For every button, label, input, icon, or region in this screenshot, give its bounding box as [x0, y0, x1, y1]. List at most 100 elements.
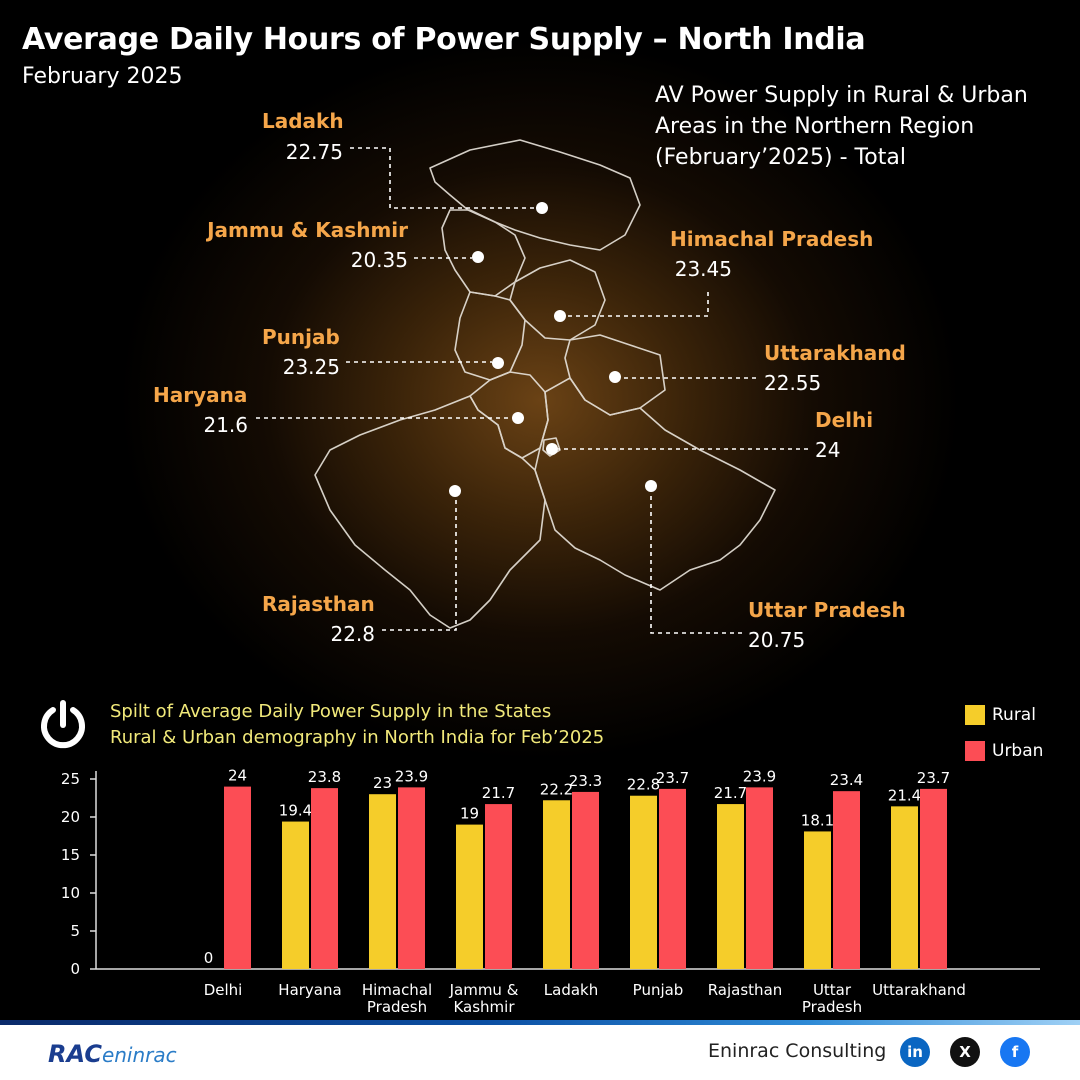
category-label: Delhi [204, 981, 243, 999]
state-name-uttarakhand: Uttarakhand [764, 341, 906, 365]
bar-value-label: 19.4 [279, 802, 312, 820]
map-dot-uttar-pradesh [645, 480, 657, 492]
legend-item-urban: Urban [965, 733, 1043, 769]
y-tick-label: 25 [61, 770, 80, 788]
bar-value-label: 21.7 [482, 784, 515, 802]
logo-sub-text: eninrac [101, 1043, 177, 1067]
power-icon [41, 700, 85, 749]
map-title: AV Power Supply in Rural & Urban Areas i… [655, 80, 1075, 173]
legend-item-rural: Rural [965, 697, 1043, 733]
chart-title-line: Spilt of Average Daily Power Supply in t… [110, 701, 552, 722]
state-value-rajasthan: 22.8 [330, 622, 375, 646]
bar-value-label: 21.7 [714, 784, 747, 802]
category-label: Pradesh [802, 998, 862, 1016]
state-name-ladakh: Ladakh [262, 109, 344, 133]
bar-value-label: 19 [460, 805, 479, 823]
page-subtitle: February 2025 [22, 64, 183, 89]
map-dot-delhi [546, 443, 558, 455]
bar-value-label: 21.4 [888, 786, 921, 804]
bar-value-label: 24 [228, 767, 247, 785]
bar-urban [659, 788, 686, 969]
map-dot-rajasthan [449, 485, 461, 497]
map-dot-jammu-kashmir [472, 251, 484, 263]
category-label: Uttarakhand [872, 981, 966, 999]
map-title-line: (February’2025) - Total [655, 145, 906, 170]
bar-urban [920, 788, 947, 969]
page-title: Average Daily Hours of Power Supply – No… [22, 22, 866, 57]
bar-rural [891, 806, 918, 969]
state-value-himachal-pradesh: 23.45 [675, 257, 732, 281]
state-value-uttarakhand: 22.55 [764, 371, 821, 395]
map-outline [314, 139, 776, 629]
state-value-ladakh: 22.75 [286, 140, 343, 164]
leader-line-uttar-pradesh [650, 492, 742, 634]
bar-rural [369, 794, 396, 969]
bar-rural [543, 800, 570, 969]
linkedin-icon[interactable]: in [900, 1037, 930, 1067]
y-tick-label: 0 [70, 960, 80, 978]
bar-urban [311, 788, 338, 969]
infographic: Average Daily Hours of Power Supply – No… [0, 0, 1080, 1020]
bar-urban [833, 791, 860, 969]
footer: RAC eninrac Eninrac Consulting in X f [0, 1020, 1080, 1080]
category-label: Jammu & [449, 981, 519, 999]
legend-label-rural: Rural [992, 705, 1036, 725]
leader-line-ladakh [350, 147, 536, 209]
category-label: Haryana [278, 981, 341, 999]
bar-value-label: 22.2 [540, 780, 573, 798]
bar-urban [398, 787, 425, 969]
legend-label-urban: Urban [992, 741, 1044, 761]
category-label: Ladakh [544, 981, 598, 999]
category-label: Pradesh [367, 998, 427, 1016]
bar-value-label: 23.9 [743, 767, 776, 785]
bar-value-label: 23.7 [917, 769, 950, 787]
map-title-line: Areas in the Northern Region [655, 114, 975, 139]
map-dot-haryana [512, 412, 524, 424]
state-name-punjab: Punjab [262, 325, 340, 349]
bar-urban [485, 804, 512, 969]
bar-value-label: 23.7 [656, 769, 689, 787]
facebook-icon[interactable]: f [1000, 1037, 1030, 1067]
chart-legend: Rural Urban [965, 697, 1043, 769]
x-icon[interactable]: X [950, 1037, 980, 1067]
category-label: Himachal [362, 981, 432, 999]
bar-value-label: 23.9 [395, 767, 428, 785]
map-title-line: AV Power Supply in Rural & Urban [655, 83, 1028, 108]
bar-urban [572, 791, 599, 969]
state-value-uttar-pradesh: 20.75 [748, 628, 805, 652]
category-label: Rajasthan [708, 981, 783, 999]
bar-value-label: 23.8 [308, 768, 341, 786]
y-tick-label: 20 [61, 808, 80, 826]
state-name-himachal-pradesh: Himachal Pradesh [670, 227, 873, 251]
category-label: Uttar [813, 981, 852, 999]
category-label: Kashmir [453, 998, 515, 1016]
bar-urban [746, 787, 773, 969]
brand-name: Eninrac Consulting [708, 1040, 887, 1062]
footer-accent-bar [0, 1020, 1080, 1025]
bar-rural [282, 821, 309, 969]
map-dot-ladakh [536, 202, 548, 214]
leader-line-himachal-pradesh [566, 292, 709, 317]
bar-value-label: 22.8 [627, 776, 660, 794]
map-dot-himachal-pradesh [554, 310, 566, 322]
bar-urban [224, 786, 251, 969]
leader-line-rajasthan [382, 497, 457, 631]
bar-value-label: 23 [373, 774, 392, 792]
bar-value-label: 23.3 [569, 772, 602, 790]
y-tick-label: 15 [61, 846, 80, 864]
state-name-jammu-kashmir: Jammu & Kashmir [205, 218, 408, 242]
y-tick-label: 5 [70, 922, 80, 940]
bar-value-label: 18.1 [801, 811, 834, 829]
state-value-haryana: 21.6 [203, 413, 248, 437]
state-name-uttar-pradesh: Uttar Pradesh [748, 598, 906, 622]
eninrac-logo[interactable]: RAC eninrac [48, 1032, 177, 1068]
bar-rural [804, 831, 831, 969]
state-value-punjab: 23.25 [283, 355, 340, 379]
bar-rural [717, 804, 744, 969]
state-value-jammu-kashmir: 20.35 [351, 248, 408, 272]
bar-value-label: 0 [204, 949, 214, 967]
y-tick-label: 10 [61, 884, 80, 902]
legend-swatch-rural [965, 705, 985, 725]
north-india-map: Ladakh 22.75 Jammu & Kashmir 20.35 Himachal … [153, 109, 906, 652]
